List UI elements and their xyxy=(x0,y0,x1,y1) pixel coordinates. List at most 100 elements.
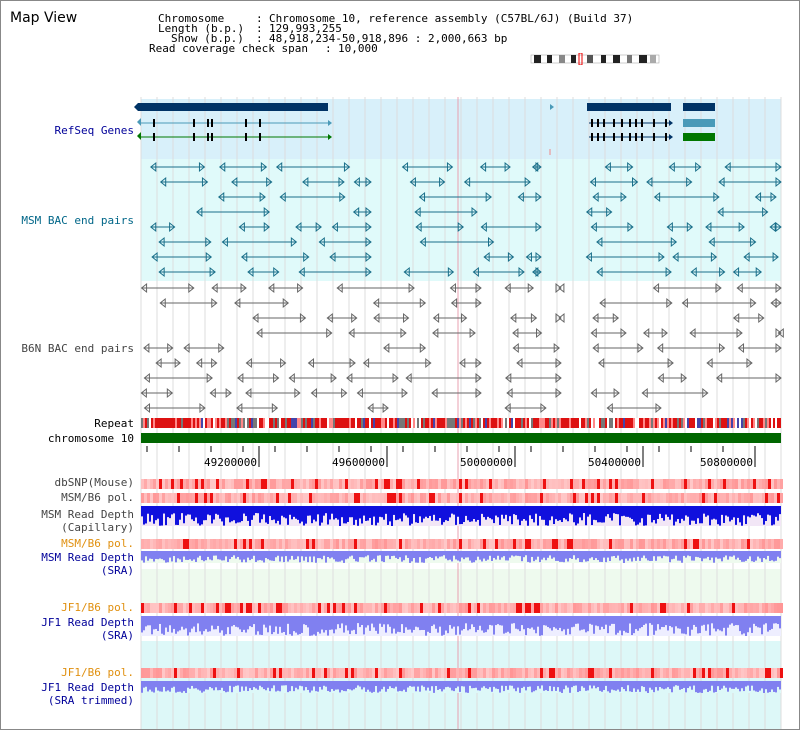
dbsnp-cell xyxy=(321,479,324,489)
msm-depth-sra-bar xyxy=(663,551,665,556)
msm-b6-pol-cell xyxy=(426,493,429,503)
msm-b6-pol-cell xyxy=(669,493,672,503)
msm-depth-capillary-bar xyxy=(311,506,313,524)
msm-bac-end-left xyxy=(279,191,286,203)
msm-b6-pol-cell xyxy=(312,493,315,503)
gene-transcript-exon xyxy=(259,133,261,141)
msm-depth-capillary-bar xyxy=(379,506,381,517)
jf1-depth-trimmed-bar xyxy=(727,681,729,692)
jf1-b6-pol2-cell xyxy=(426,668,429,678)
jf1-b6-pol-cell xyxy=(621,603,624,613)
dbsnp-cell xyxy=(465,479,468,489)
b6n-bac-end-left xyxy=(606,402,613,414)
gene-transcript-exon xyxy=(245,133,247,141)
jf1-depth-sra-bar xyxy=(495,616,497,626)
track-label-b6n-bac[interactable]: B6N BAC end pairs xyxy=(21,342,134,355)
track-label-msm-bac[interactable]: MSM BAC end pairs xyxy=(21,214,134,227)
jf1-depth-sra-bar xyxy=(209,616,211,632)
msm-depth-sra-bar xyxy=(569,551,571,559)
jf1-b6-pol2-cell xyxy=(456,668,459,678)
msm-b6-pol-cell xyxy=(141,493,144,503)
dbsnp-cell xyxy=(312,479,315,489)
msm-depth-sra-bar xyxy=(587,551,589,562)
jf1-depth-trimmed-bar xyxy=(251,681,253,691)
jf1-depth-sra-bar xyxy=(613,616,615,624)
msm-depth-sra-bar xyxy=(577,551,579,559)
jf1-depth-sra-bar xyxy=(663,616,665,628)
jf1-depth-trimmed-bar xyxy=(183,681,185,692)
repeat-block xyxy=(293,418,295,428)
jf1-depth-sra-bar xyxy=(739,616,741,632)
jf1-depth-sra-bar xyxy=(655,616,657,631)
msm-b6-pol-cell xyxy=(483,493,486,503)
jf1-b6-pol2-cell xyxy=(201,668,204,678)
jf1-b6-pol-cell xyxy=(537,603,540,613)
jf1-depth-sra-bar xyxy=(689,616,691,636)
jf1-depth-trimmed-bar xyxy=(521,681,523,688)
jf1-depth-sra-bar xyxy=(673,616,675,634)
jf1-b6-pol2-cell xyxy=(702,668,705,678)
jf1-depth-trimmed-bar xyxy=(747,681,749,686)
msm-bac-end-right xyxy=(446,161,454,173)
msm-b6-pol-cell xyxy=(648,493,651,503)
repeat-block xyxy=(203,418,205,428)
jf1-b6-pol-cell xyxy=(528,603,531,613)
jf1-b6-pol2-cell xyxy=(696,668,699,678)
jf1-b6-pol2-cell xyxy=(678,668,681,678)
msm-b6-pol-cell xyxy=(249,493,252,503)
b6n-bac-end-left xyxy=(558,312,565,324)
jf1-depth-trimmed-bar xyxy=(303,681,305,691)
jf1-b6-pol2-cell xyxy=(351,668,354,678)
jf1-depth-sra-bar xyxy=(335,616,337,630)
jf1-depth-sra-bar xyxy=(699,616,701,634)
jf1-depth-sra-bar xyxy=(703,616,705,625)
dbsnp-cell xyxy=(597,479,600,489)
b6n-bac-end-right xyxy=(294,387,301,399)
jf1-b6-pol2-cell xyxy=(519,668,522,678)
gene-block xyxy=(683,103,715,111)
jf1-depth-sra-bar xyxy=(745,616,747,636)
msm-depth-sra-bar xyxy=(167,551,169,563)
msm-depth-sra-bar xyxy=(779,551,781,559)
msm-b6-pol-cell xyxy=(753,493,756,503)
msm-depth-sra-bar xyxy=(403,551,405,561)
msm-depth-sra-bar xyxy=(181,551,183,563)
msm-bac-end-left xyxy=(769,221,776,233)
msm-depth-capillary-bar xyxy=(259,506,261,523)
msm-depth-sra-bar xyxy=(299,551,301,563)
repeat-block xyxy=(493,418,495,428)
repeat-block xyxy=(705,418,707,428)
jf1-b6-pol-cell xyxy=(564,603,567,613)
b6n-bac-end-right xyxy=(637,342,644,354)
jf1-depth-sra-bar xyxy=(531,616,533,628)
gene-block xyxy=(683,133,715,141)
msm-depth-capillary-bar xyxy=(209,506,211,516)
msm-b6-pol2-cell xyxy=(231,539,234,549)
jf1-b6-pol-cell xyxy=(222,603,225,613)
msm-depth-capillary-bar xyxy=(593,506,595,520)
jf1-b6-pol2-cell xyxy=(336,668,339,678)
msm-depth-capillary-bar xyxy=(181,506,183,514)
msm-b6-pol-cell xyxy=(765,493,768,503)
dbsnp-cell xyxy=(177,479,180,489)
msm-depth-sra-bar xyxy=(409,551,411,563)
jf1-depth-trimmed-bar xyxy=(553,681,555,687)
msm-depth-capillary-bar xyxy=(185,506,187,516)
msm-depth-capillary-bar xyxy=(671,506,673,515)
dbsnp-cell xyxy=(333,479,336,489)
jf1-depth-trimmed-bar xyxy=(567,681,569,688)
jf1-depth-sra-bar xyxy=(395,616,397,634)
b6n-bac-end-right xyxy=(351,312,358,324)
chromosome-ideogram[interactable] xyxy=(529,53,661,65)
track-label-refseq-genes[interactable]: RefSeq Genes xyxy=(54,124,134,137)
repeat-block xyxy=(625,418,627,428)
repeat-block xyxy=(575,418,577,428)
jf1-b6-pol2-cell xyxy=(735,668,738,678)
jf1-depth-sra-bar xyxy=(601,616,603,627)
repeat-block xyxy=(701,418,703,428)
gene-transcript-arrow xyxy=(669,120,673,126)
msm-depth-sra-bar xyxy=(733,551,735,556)
repeat-block xyxy=(197,418,199,428)
jf1-depth-trimmed-bar xyxy=(367,681,369,690)
